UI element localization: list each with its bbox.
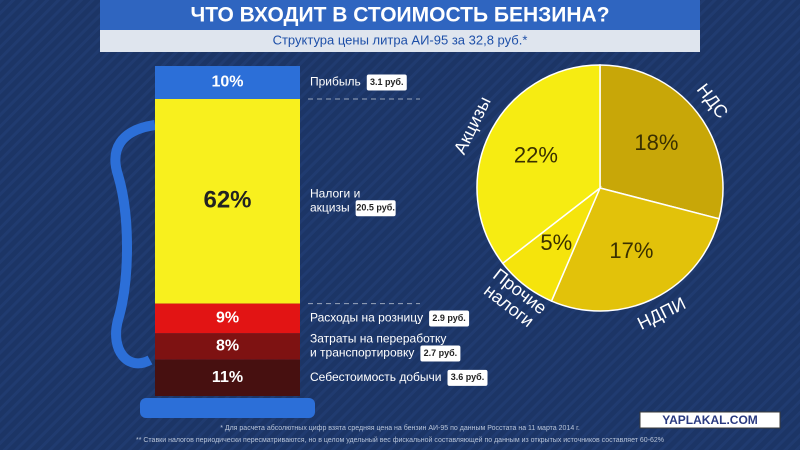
footnote: ** Ставки налогов периодически пересматр…	[136, 436, 664, 444]
value-label: 18%	[634, 130, 678, 155]
bar-segment	[155, 66, 300, 99]
pump-hose	[110, 120, 156, 369]
amount-badge	[420, 345, 461, 362]
pump-base	[140, 398, 315, 418]
category-label: акцизы	[310, 200, 350, 214]
title: ЧТО ВХОДИТ В СТОИМОСТЬ БЕНЗИНА?	[190, 4, 609, 27]
pie-slice	[550, 187, 720, 312]
value-label: 11%	[212, 369, 243, 386]
footnote: * Для расчета абсолютных цифр взята сред…	[220, 424, 580, 432]
category-label: и транспортировку	[310, 346, 414, 360]
value-label: 17%	[609, 238, 653, 263]
value-label: 62%	[203, 187, 251, 214]
value-label: 5%	[540, 230, 572, 255]
amount-badge	[355, 200, 396, 217]
amount-label: 3.6 руб.	[451, 372, 484, 382]
watermark: YAPLAKAL.COM	[662, 413, 758, 427]
bar-segment	[155, 99, 300, 304]
category-label: Себестоимость добычи	[310, 370, 442, 384]
bar-segment	[155, 303, 300, 334]
value-label: 22%	[514, 142, 558, 167]
subtitle: Структура цены литра АИ-95 за 32,8 руб.*	[273, 32, 528, 47]
amount-label: 20.5 руб.	[356, 203, 394, 213]
category-label: Налоги и	[310, 186, 360, 200]
amount-label: 3.1 руб.	[370, 77, 403, 87]
pie-slice	[476, 64, 601, 265]
value-label: 10%	[211, 74, 243, 91]
bar-segment	[155, 333, 300, 360]
category-label: Затраты на переработку	[310, 332, 446, 346]
value-label: 8%	[216, 338, 239, 355]
bar-segment	[155, 359, 300, 396]
amount-label: 2.7 руб.	[424, 348, 457, 358]
subtitle-bar	[100, 30, 700, 52]
amount-badge	[429, 310, 470, 327]
value-label: 9%	[216, 310, 239, 327]
category-label: Расходы на розницу	[310, 311, 423, 325]
amount-badge	[366, 74, 407, 91]
amount-label: 2.9 руб.	[432, 313, 465, 323]
title-bar	[100, 0, 700, 30]
watermark-box	[639, 411, 781, 429]
pie-slice	[599, 64, 724, 220]
category-label: Прибыль	[310, 75, 361, 89]
amount-badge	[447, 369, 488, 386]
